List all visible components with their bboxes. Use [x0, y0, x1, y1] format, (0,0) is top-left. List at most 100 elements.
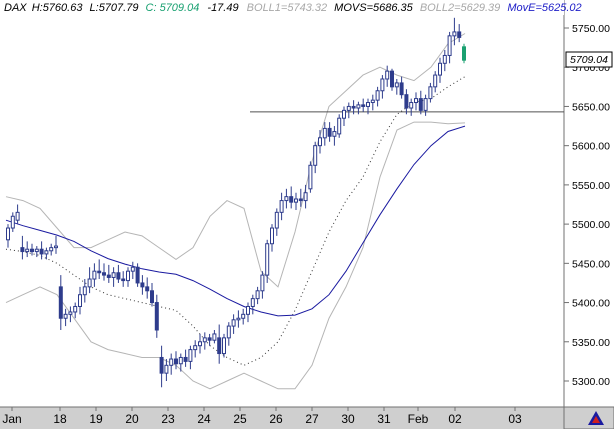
- time-axis-bar: [0, 407, 564, 429]
- candle-body: [414, 98, 418, 104]
- x-tick-label: 20: [125, 412, 139, 426]
- candle-body: [394, 82, 399, 88]
- candle-body: [442, 54, 447, 64]
- candle-body: [159, 356, 164, 374]
- candle-body: [212, 333, 217, 341]
- candle-body: [370, 99, 375, 104]
- x-tick-label: 19: [89, 412, 103, 426]
- candle-body: [78, 294, 82, 307]
- candle-body: [404, 94, 409, 109]
- header-background: [0, 0, 564, 15]
- candle-body: [231, 319, 236, 327]
- candle-body: [279, 200, 284, 213]
- y-tick-label: 5350.00: [572, 337, 610, 349]
- y-tick-label: 5600.00: [572, 141, 610, 153]
- candle-body: [452, 31, 457, 37]
- y-tick-label: 5750.00: [572, 23, 610, 35]
- time-axis-labels: Jan 18 19 20 23 24 25 26 27 30 31 Feb 02 03: [2, 407, 522, 426]
- candle-body: [150, 290, 154, 304]
- candle-body: [409, 102, 414, 109]
- candle-body: [294, 198, 298, 203]
- time-axis: Jan 18 19 20 23 24 25 26 27 30 31 Feb 02 03: [0, 406, 564, 429]
- x-tick-label: 30: [341, 412, 355, 426]
- candle-body: [87, 278, 92, 288]
- candle-body: [241, 313, 246, 319]
- header-close: C: 5709.04: [146, 2, 200, 14]
- candle-body: [217, 337, 222, 355]
- header-boll2: BOLL2=5629.39: [420, 2, 500, 14]
- bull-bear-icon-accent: [592, 416, 600, 423]
- candle-body: [116, 272, 121, 280]
- movs-line: [5, 76, 466, 366]
- candle-body: [10, 215, 15, 229]
- y-tick-label: 5450.00: [572, 258, 610, 270]
- candle-body: [351, 105, 356, 109]
- candle-body: [313, 145, 318, 166]
- candle-body: [82, 286, 87, 296]
- candle-body: [207, 337, 212, 341]
- candle-body: [390, 70, 394, 88]
- candle-body: [346, 105, 351, 111]
- indicator-lines: [5, 76, 466, 366]
- candle-body: [39, 248, 44, 255]
- price-tag: 5709.04: [565, 51, 613, 68]
- candle-body: [236, 317, 241, 321]
- corner-background: [563, 406, 614, 430]
- header-legend: DAX H:5760.63 L:5707.79 C: 5709.04 -17.4…: [0, 0, 582, 15]
- candle-body: [44, 250, 49, 255]
- move-line: [5, 125, 466, 317]
- corner-cell[interactable]: [563, 406, 614, 430]
- y-tick-label: 5300.00: [572, 376, 610, 388]
- candle-body: [380, 78, 385, 92]
- candle-body: [298, 198, 303, 202]
- candle-body: [198, 341, 202, 347]
- candle-body: [366, 102, 370, 107]
- candle-body: [97, 270, 102, 274]
- candle-body: [106, 274, 111, 278]
- candle-body: [154, 302, 159, 331]
- candle-body: [102, 272, 106, 276]
- candle-body: [126, 270, 130, 282]
- candle-body: [73, 305, 78, 313]
- candle-body: [284, 196, 289, 202]
- candle-body: [418, 98, 423, 111]
- header-move: MovE=5625.02: [507, 2, 581, 14]
- candle-body: [385, 70, 390, 80]
- bollinger-lower-band: [5, 121, 466, 390]
- y-tick-label: 5400.00: [572, 298, 610, 310]
- candle-body: [34, 248, 39, 253]
- price-tag-box: [565, 51, 613, 68]
- candle-body: [169, 358, 174, 366]
- candles: [6, 17, 466, 388]
- candle-body: [438, 62, 442, 76]
- candle-body: [183, 356, 188, 362]
- header-boll1: BOLL1=5743.32: [247, 2, 327, 14]
- candle-body: [188, 349, 193, 362]
- y-tick-label: 5500.00: [572, 219, 610, 231]
- x-tick-label: 02: [448, 412, 462, 426]
- x-tick-label: Feb: [408, 412, 429, 426]
- candle-body: [58, 286, 63, 319]
- candle-body: [318, 137, 322, 147]
- candle-body: [322, 127, 327, 139]
- candle-body: [265, 243, 270, 276]
- candle-body: [303, 192, 308, 202]
- x-tick-label: 31: [377, 412, 391, 426]
- x-tick-label: 24: [197, 412, 211, 426]
- bull-bear-icon[interactable]: [588, 411, 604, 425]
- header-high: H:5760.63: [32, 2, 84, 14]
- candle-body: [226, 325, 231, 339]
- candle-body: [63, 313, 68, 319]
- candle-body: [428, 86, 433, 100]
- candle-body: [274, 211, 279, 229]
- candle-body: [6, 227, 10, 241]
- y-tick-label: 5550.00: [572, 180, 610, 192]
- candle-body: [356, 104, 361, 109]
- x-tick-label: 18: [53, 412, 67, 426]
- candle-body: [164, 364, 169, 374]
- candle-body: [140, 282, 145, 288]
- candle-body: [178, 356, 183, 365]
